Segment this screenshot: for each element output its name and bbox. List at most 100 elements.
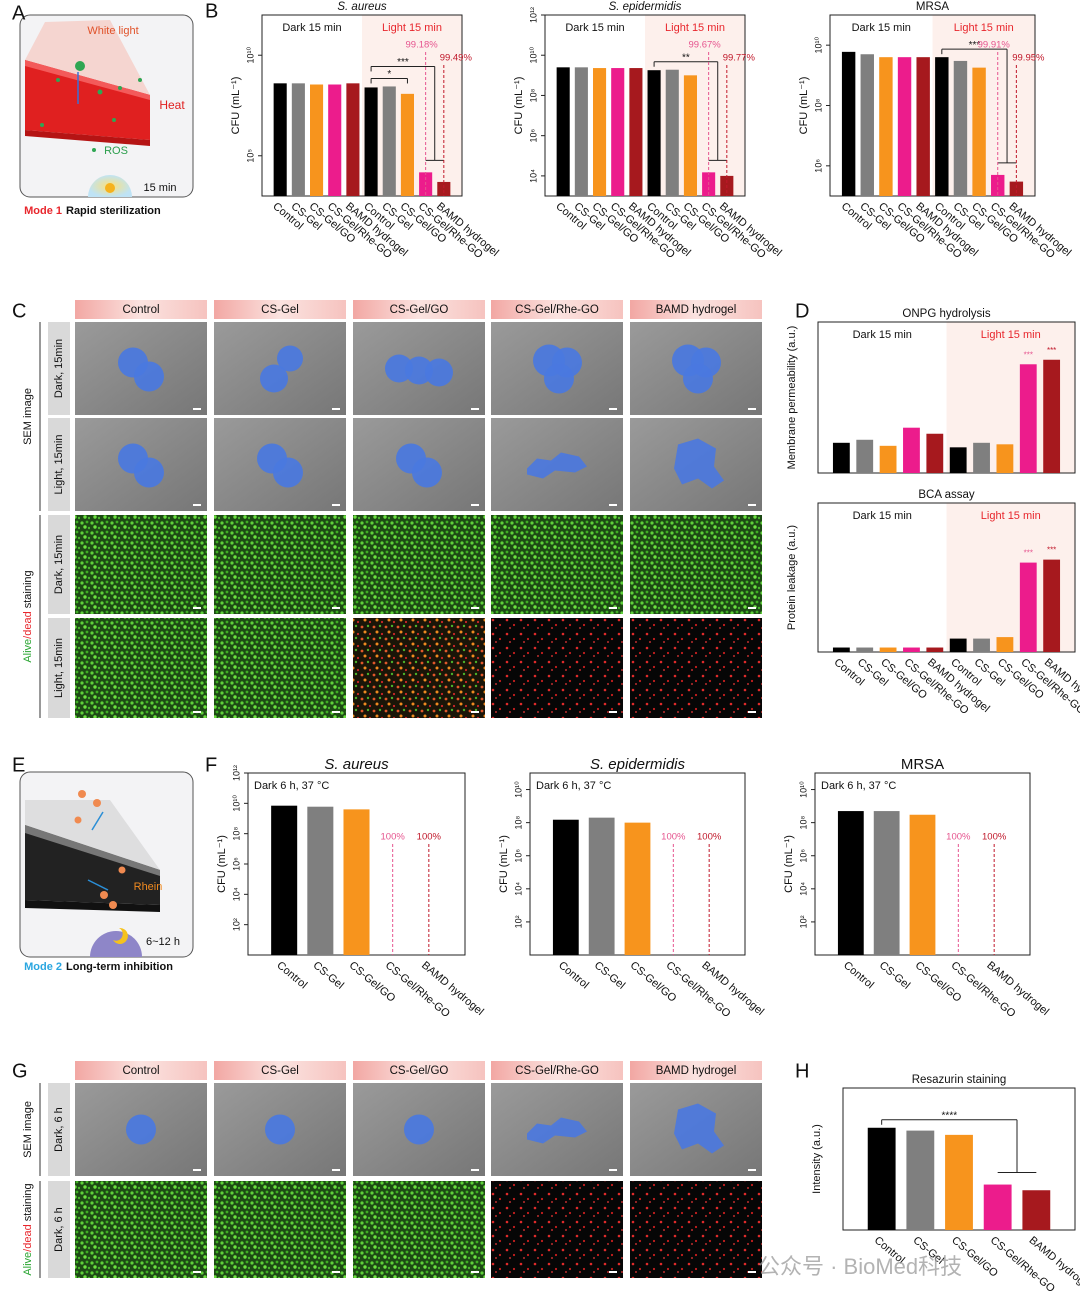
bar-chart: Dark 15 min Light 15 min BCA assay Protein … <box>786 489 1080 717</box>
row-header <box>48 515 70 614</box>
significance: *** <box>1024 549 1033 558</box>
bar <box>935 57 949 196</box>
group-label-part: /dead <box>22 1224 34 1252</box>
significance: *** <box>1047 546 1056 555</box>
bar <box>588 817 615 955</box>
cell <box>265 1114 295 1145</box>
x-tick-label: Control <box>556 959 591 991</box>
x-tick-label: BAMD hydrogel <box>699 959 766 1018</box>
bar <box>1019 364 1037 473</box>
reduction-label: 99.91% <box>978 40 1011 51</box>
chart-title: Resazurin staining <box>912 1074 1007 1086</box>
reduction-label: 99.95% <box>1012 53 1045 64</box>
micrograph <box>491 618 623 718</box>
y-axis-label: CFU (mL⁻¹) <box>798 77 810 135</box>
row-label: Light, 15min <box>53 435 65 495</box>
panel-label: D <box>795 300 809 322</box>
bar <box>879 445 897 473</box>
chart-title: S. aureus <box>337 1 386 13</box>
group-label: SEM image <box>22 388 34 445</box>
panel-label: A <box>12 2 26 24</box>
mode-caption: Rapid sterilization <box>66 205 161 217</box>
bar <box>574 67 588 196</box>
row-label: Dark, 6 h <box>53 1207 65 1252</box>
bar <box>629 68 643 196</box>
bar-chart: Dark 15 min Light 15 min S. epidermidis CFU… <box>513 1 784 261</box>
bar <box>879 647 897 652</box>
scale-bar <box>193 607 201 609</box>
bar <box>996 637 1014 652</box>
cell <box>273 457 303 488</box>
reduction-label: 100% <box>661 832 686 843</box>
bar <box>624 822 651 955</box>
cell-debris <box>527 1117 587 1144</box>
panel-label: H <box>795 1060 809 1082</box>
y-axis-label: CFU (mL⁻¹) <box>230 77 242 135</box>
group-label: Dark 15 min <box>853 510 912 522</box>
x-tick-label: CS-Gel <box>311 959 346 991</box>
reduction-label: 100% <box>417 832 442 843</box>
bar <box>382 86 396 196</box>
bar <box>400 93 414 196</box>
micrograph <box>75 1181 207 1278</box>
reduction-label: 99.67% <box>689 40 722 51</box>
chart-title: BCA assay <box>918 489 974 501</box>
micrograph <box>630 515 762 614</box>
micrograph <box>353 515 485 614</box>
micrograph <box>630 1181 762 1278</box>
column-label: CS-Gel/Rhe-GO <box>515 304 599 316</box>
agent-label: Rhein <box>134 881 163 893</box>
micrograph <box>491 1181 623 1278</box>
cell-debris <box>674 1103 724 1154</box>
reduction-label: 100% <box>946 832 971 843</box>
y-tick-label: 10² <box>231 918 241 931</box>
group-label-part: staining <box>22 570 34 611</box>
bar <box>973 442 990 473</box>
row-label: Dark, 15min <box>53 535 65 594</box>
y-axis-label: Membrane permeability (a.u.) <box>786 326 798 470</box>
scale-bar <box>332 1169 340 1171</box>
y-tick-label: 10⁶ <box>813 159 823 173</box>
group-label: Light 15 min <box>382 22 442 34</box>
bar <box>307 806 334 955</box>
scale-bar <box>609 711 617 713</box>
bar <box>879 57 893 196</box>
y-tick-label: 10⁸ <box>798 816 808 830</box>
bar <box>856 647 874 652</box>
scale-bar <box>332 408 340 410</box>
group-label: Alive/dead staining <box>22 1183 34 1275</box>
bar <box>897 57 912 196</box>
bar <box>909 814 936 955</box>
bar-chart: Dark 15 min Light 15 min ONPG hydrolysis Me… <box>786 308 1076 474</box>
plot-frame <box>817 502 1076 653</box>
scale-bar <box>748 711 756 713</box>
bar <box>973 638 990 652</box>
cell <box>404 1114 434 1145</box>
panel-label: G <box>12 1060 28 1082</box>
reduction-label: 100% <box>982 832 1007 843</box>
cell-debris <box>527 452 587 479</box>
micrograph <box>214 618 346 718</box>
micrograph <box>491 515 623 614</box>
bar <box>364 87 378 196</box>
column-label: CS-Gel/Rhe-GO <box>515 1065 599 1077</box>
group-label: Dark 15 min <box>853 329 912 341</box>
group-label-part: SEM image <box>22 388 34 445</box>
column-header <box>491 300 623 319</box>
bar <box>647 70 661 196</box>
y-tick-label: 10¹² <box>231 765 241 781</box>
y-axis-label: Protein leakage (a.u.) <box>786 525 798 630</box>
imaging-g: Control CS-Gel CS-Gel/GO CS-Gel/Rhe-GO BAMD … <box>22 1061 762 1278</box>
plot-frame <box>817 321 1076 474</box>
group-label: Alive/dead staining <box>22 570 34 662</box>
plot-frame <box>261 14 463 197</box>
chart-title: ONPG hydrolysis <box>902 308 990 320</box>
chart-title: S. aureus <box>324 756 389 773</box>
bar <box>972 67 986 196</box>
bar <box>310 84 324 196</box>
bar <box>593 68 607 196</box>
row-label: Dark, 6 h <box>53 1107 65 1152</box>
time-label: 6~12 h <box>146 936 180 948</box>
y-axis-label: CFU (mL⁻¹) <box>513 77 525 135</box>
watermark: 公众号 · BioMed科技 <box>758 1254 962 1279</box>
